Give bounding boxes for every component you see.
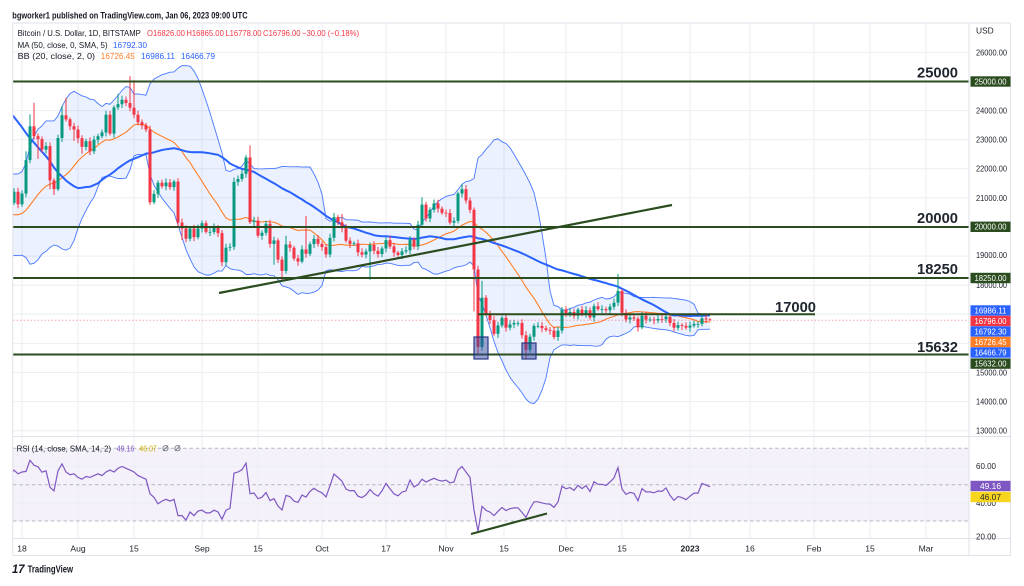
svg-text:21000.00: 21000.00: [976, 193, 1007, 203]
svg-text:16792.30: 16792.30: [975, 327, 1007, 336]
svg-text:20000: 20000: [917, 210, 958, 227]
svg-text:17: 17: [12, 564, 25, 576]
svg-text:2023: 2023: [680, 544, 699, 554]
svg-text:16986.11: 16986.11: [141, 51, 175, 61]
svg-text:15: 15: [617, 544, 627, 554]
svg-text:BB (20, close, 2, 0): BB (20, close, 2, 0): [18, 51, 96, 61]
svg-text:15000.00: 15000.00: [976, 367, 1007, 377]
svg-text:Bitcoin / U.S. Dollar, 1D, BIT: Bitcoin / U.S. Dollar, 1D, BITSTAMP: [18, 28, 141, 38]
svg-text:24000.00: 24000.00: [976, 106, 1007, 116]
svg-text:49.16: 49.16: [980, 482, 1001, 491]
svg-text:O16826.00 H16865.00 L16778.00: O16826.00 H16865.00 L16778.00 C16796.00 …: [147, 28, 359, 38]
svg-text:18250.00: 18250.00: [975, 274, 1007, 283]
svg-text:RSI (14, close, SMA, 14, 2): RSI (14, close, SMA, 14, 2): [17, 443, 112, 453]
svg-text:Nov: Nov: [438, 544, 454, 554]
svg-text:18: 18: [17, 544, 27, 554]
svg-text:Sep: Sep: [194, 544, 210, 554]
svg-text:20000.00: 20000.00: [975, 223, 1007, 232]
svg-text:Feb: Feb: [807, 544, 822, 554]
svg-text:Dec: Dec: [558, 544, 574, 554]
svg-text:18000.00: 18000.00: [976, 280, 1007, 290]
svg-text:46.07: 46.07: [980, 493, 1001, 502]
svg-text:16986.11: 16986.11: [975, 306, 1007, 315]
svg-text:22000.00: 22000.00: [976, 164, 1007, 174]
svg-text:46.07: 46.07: [139, 443, 157, 453]
svg-text:23000.00: 23000.00: [976, 135, 1007, 145]
svg-text:25000.00: 25000.00: [975, 77, 1007, 86]
svg-text:17: 17: [381, 544, 391, 554]
svg-text:15632: 15632: [917, 339, 958, 356]
svg-text:15: 15: [253, 544, 263, 554]
svg-text:Mar: Mar: [919, 544, 934, 554]
svg-text:15: 15: [865, 544, 875, 554]
svg-text:16726.45: 16726.45: [101, 51, 135, 61]
svg-text:15632.00: 15632.00: [975, 359, 1007, 368]
svg-text:49.16: 49.16: [117, 443, 135, 453]
svg-text:60.00: 60.00: [976, 461, 996, 471]
svg-text:13000.00: 13000.00: [976, 426, 1007, 436]
svg-text:Oct: Oct: [315, 544, 329, 554]
svg-text:25000: 25000: [917, 65, 958, 82]
svg-text:16466.79: 16466.79: [181, 51, 215, 61]
svg-text:USD: USD: [976, 25, 994, 35]
svg-text:19000.00: 19000.00: [976, 250, 1007, 260]
svg-text:17000: 17000: [775, 299, 816, 316]
svg-text:16792.30: 16792.30: [113, 40, 147, 50]
svg-text:16: 16: [745, 544, 755, 554]
svg-text:20.00: 20.00: [976, 531, 996, 541]
svg-text:40.00: 40.00: [976, 498, 996, 508]
svg-text:MA (50, close, 0, SMA, 5): MA (50, close, 0, SMA, 5): [18, 40, 108, 50]
svg-text:Aug: Aug: [70, 544, 86, 554]
svg-text:14000.00: 14000.00: [976, 397, 1007, 407]
svg-text:18250: 18250: [917, 261, 958, 278]
svg-text:16796.00: 16796.00: [975, 317, 1007, 326]
svg-text:16466.79: 16466.79: [975, 348, 1007, 357]
svg-text:TradingView: TradingView: [28, 565, 74, 576]
svg-text:26000.00: 26000.00: [976, 47, 1007, 57]
svg-text:15: 15: [499, 544, 509, 554]
svg-text:15: 15: [129, 544, 139, 554]
svg-text:16726.45: 16726.45: [975, 338, 1007, 347]
svg-text:bgworker1 published on Trading: bgworker1 published on TradingView.com, …: [12, 10, 247, 21]
